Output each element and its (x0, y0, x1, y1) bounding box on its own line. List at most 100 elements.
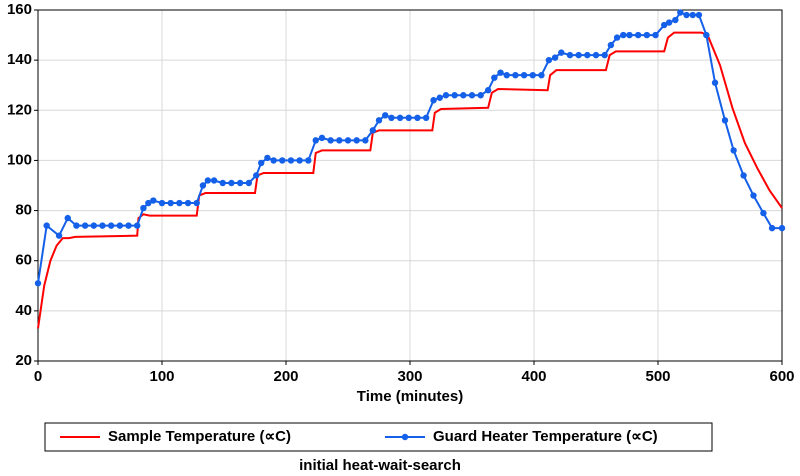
series-marker (264, 154, 271, 162)
series-marker (150, 197, 157, 204)
series-marker (430, 97, 437, 104)
series-marker (422, 114, 430, 122)
y-tick-label: 100 (7, 151, 32, 168)
series-marker (344, 137, 352, 144)
series-marker (643, 31, 651, 39)
caption: initial heat-wait-search (299, 457, 461, 474)
series-marker (362, 137, 369, 144)
series-marker (116, 222, 124, 229)
series-marker (626, 31, 633, 39)
series-marker (199, 182, 207, 189)
series-marker (219, 179, 226, 187)
x-axis-title: Time (minutes) (357, 388, 463, 405)
series-marker (538, 71, 545, 79)
legend-label: Guard Heater Temperature (∝C) (433, 428, 658, 445)
series-marker (405, 114, 412, 122)
x-tick-label: 300 (397, 368, 422, 385)
series-marker (228, 179, 235, 187)
series-marker (145, 199, 152, 207)
x-tick-label: 400 (521, 368, 546, 385)
series-marker (258, 159, 265, 167)
series-marker (184, 199, 192, 207)
series-marker (382, 112, 389, 119)
series-marker (336, 137, 343, 144)
series-marker (503, 71, 510, 79)
series-marker (665, 19, 673, 26)
series-marker (484, 87, 492, 94)
series-marker (672, 16, 679, 24)
series-marker (134, 222, 141, 229)
series-marker (107, 222, 115, 229)
series-marker (652, 31, 659, 39)
plot-border (37, 9, 783, 362)
x-tick-label: 200 (273, 368, 298, 385)
series-marker (167, 199, 174, 207)
series-marker (125, 222, 132, 229)
series-marker (520, 71, 528, 79)
series-marker (695, 11, 703, 19)
y-tick-label: 20 (15, 352, 32, 369)
series-marker (204, 177, 212, 184)
series-marker (750, 192, 757, 199)
series-marker (512, 71, 519, 79)
series-marker (270, 157, 277, 164)
series-marker (327, 137, 334, 144)
series-marker (436, 94, 443, 101)
series-marker (73, 222, 80, 229)
series-marker (768, 224, 776, 232)
series-marker (375, 117, 383, 124)
series-marker (730, 147, 737, 154)
series-marker (566, 51, 574, 59)
series-marker (442, 92, 450, 99)
series-marker (388, 114, 395, 122)
series-marker (613, 34, 621, 41)
x-tick-label: 100 (149, 368, 174, 385)
series-marker (683, 11, 690, 19)
series-marker (55, 232, 63, 239)
series-marker (64, 214, 71, 222)
y-tick-label: 120 (7, 101, 32, 118)
series-marker (592, 51, 600, 59)
y-tick-label: 60 (15, 252, 32, 269)
series-marker (210, 177, 218, 184)
series-marker (584, 51, 591, 59)
series-marker (253, 172, 260, 179)
series-marker (689, 11, 696, 19)
series-marker (477, 92, 484, 99)
series-marker (460, 92, 467, 99)
y-tick-label: 140 (7, 51, 32, 68)
series-marker (703, 31, 710, 39)
series-marker (740, 172, 747, 179)
series-marker (529, 71, 536, 79)
series-marker (312, 137, 319, 144)
series-marker (558, 49, 565, 56)
series-marker (396, 114, 404, 122)
series-marker (551, 54, 559, 61)
series-marker (497, 69, 504, 76)
series-marker (353, 137, 360, 144)
series-marker (369, 127, 376, 134)
series-marker (43, 222, 50, 229)
legend-label: Sample Temperature (∝C) (108, 428, 291, 445)
series-marker (634, 31, 642, 39)
series-marker (287, 157, 295, 164)
series-marker (99, 222, 106, 229)
series-marker (601, 51, 608, 59)
series-marker (661, 21, 668, 29)
series-marker (305, 157, 312, 164)
legend-box (44, 422, 713, 452)
series-marker (279, 157, 286, 164)
series-marker (296, 157, 303, 164)
series-marker (236, 179, 244, 187)
series-marker (620, 31, 627, 39)
series-marker (245, 179, 252, 187)
y-tick-label: 40 (15, 302, 32, 319)
series-marker (193, 199, 200, 207)
series-marker (140, 204, 147, 212)
series-marker (81, 222, 89, 229)
y-tick-label: 80 (15, 202, 32, 219)
series-marker (158, 199, 166, 207)
series-marker (318, 134, 326, 142)
series-marker (176, 199, 183, 207)
